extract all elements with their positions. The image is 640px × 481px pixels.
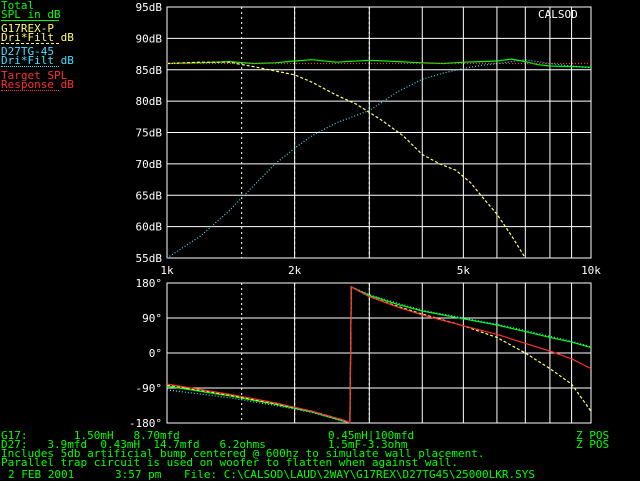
legend-tweeter-swatch: [1, 66, 59, 67]
app-name-label: CALSOD: [538, 8, 578, 21]
legend-woofer-line2: Dri*Filt dB: [1, 31, 74, 44]
info-line-2-right: Z POS: [576, 438, 610, 451]
legend-target-line2: Response dB: [1, 78, 74, 91]
y-tick-label: 95dB: [136, 1, 163, 14]
y-tick-label: 70dB: [136, 158, 163, 171]
legend-total-line1: Total: [1, 0, 35, 12]
x-tick-label: 1k: [160, 264, 174, 277]
y-tick-label: 90dB: [136, 32, 163, 45]
y-tick-label: 180°: [136, 277, 163, 290]
legend-target-swatch: [1, 90, 59, 91]
x-tick-label: 2k: [288, 264, 302, 277]
y-tick-label: -90°: [136, 382, 163, 395]
series-d27tg-45: [166, 59, 592, 259]
legend-target-line1: Target SPL: [1, 69, 68, 82]
footer-date: 2 FEB 2001: [8, 468, 75, 481]
y-tick-label: -180°: [129, 417, 162, 430]
legend-total-swatch: [1, 20, 59, 21]
info-line-4: Parallel trap circuit is used on woofer …: [1, 456, 458, 469]
footer-time: 3:57 pm: [115, 468, 162, 481]
legend-tweeter-line1: D27TG-45: [1, 45, 54, 58]
y-tick-label: 90°: [142, 312, 162, 325]
plot-grid: [166, 6, 592, 424]
y-tick-label: 80dB: [136, 95, 163, 108]
legend-woofer-line1: G17REX-P: [1, 22, 54, 35]
y-tick-label: 75dB: [136, 127, 163, 140]
legend-total-line2: SPL in dB: [1, 8, 61, 21]
series-g17rex-p: [166, 61, 526, 259]
info-line-3: Includes 5db artificial bump centered @ …: [1, 447, 485, 460]
y-tick-label: 85dB: [136, 64, 163, 77]
legend-tweeter-line2: Dri*Filt dB: [1, 54, 74, 67]
y-tick-label: 65dB: [136, 189, 163, 202]
info-line-2-left: D27: 3.9mfd 0.43mH 14.7mfd 6.2ohms: [1, 438, 266, 451]
legend-woofer-swatch: [1, 43, 59, 44]
x-tick-label: 10k: [581, 264, 601, 277]
info-line-1-middle: 0.45mH|100mfd: [328, 429, 415, 442]
y-tick-label: 60dB: [136, 221, 163, 234]
series-target-spl: [166, 285, 592, 424]
series-g17rex-p: [166, 285, 592, 424]
plot-curves: [166, 58, 592, 424]
info-line-2-middle: 1.5mF-3.3ohm: [328, 438, 408, 451]
footer-file-path: File: C:\CALSOD\LAUD\2WAY\G17REX\D27TG45…: [184, 468, 535, 481]
info-line-1-right: Z POS: [576, 429, 610, 442]
info-line-1-left: G17: 1.50mH 8.70mfd: [1, 429, 180, 442]
x-tick-label: 5k: [457, 264, 471, 277]
series-total: [166, 285, 592, 424]
y-tick-label: 55dB: [136, 252, 163, 265]
y-tick-label: 0°: [149, 347, 162, 360]
